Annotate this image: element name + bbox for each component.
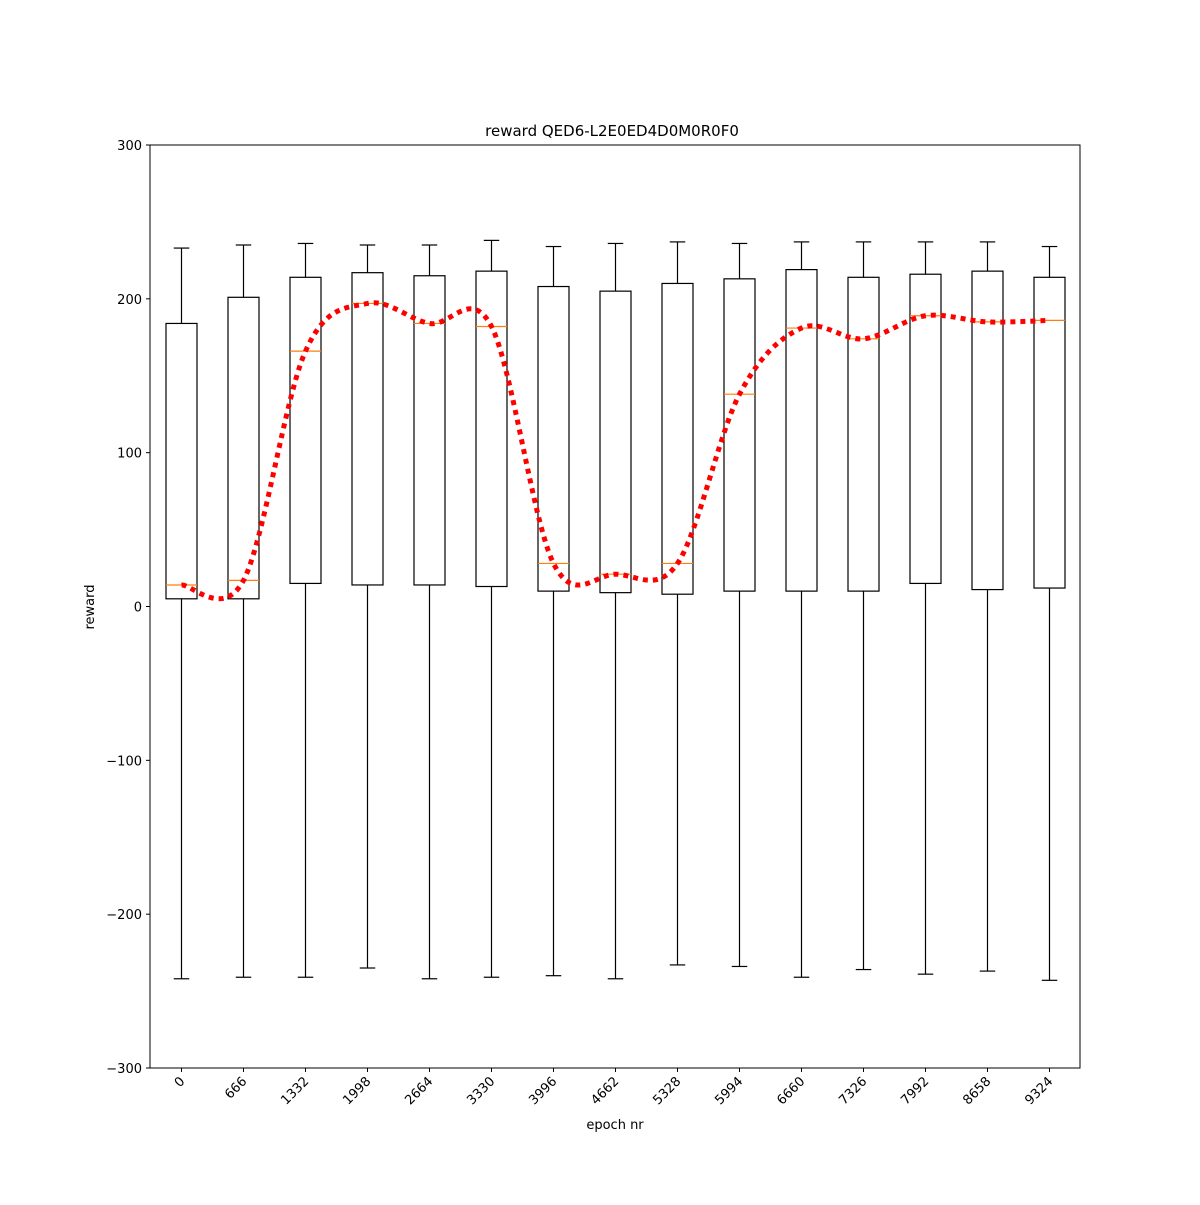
box-iqr — [227, 296, 260, 600]
x-tick-label: 7992 — [898, 1074, 932, 1108]
x-tick-label: 3330 — [464, 1074, 498, 1108]
x-tick-label: 4662 — [588, 1074, 622, 1108]
x-tick-label: 0 — [172, 1074, 188, 1090]
box-group — [1033, 245, 1066, 981]
box-iqr — [1033, 276, 1066, 589]
y-axis-label: reward — [83, 584, 98, 629]
box-group — [909, 241, 942, 975]
box-group — [971, 241, 1004, 972]
box-iqr — [661, 282, 694, 595]
y-tick-label: −200 — [106, 908, 142, 923]
box-group — [227, 244, 260, 978]
x-tick-label: 1998 — [340, 1074, 374, 1108]
box-iqr — [165, 322, 198, 600]
box-iqr — [599, 290, 632, 594]
box-group — [289, 242, 322, 978]
x-tick-label: 8658 — [960, 1074, 994, 1108]
y-tick-label: 0 — [134, 601, 142, 616]
x-tick-label: 5994 — [712, 1074, 746, 1108]
x-tick-label: 7326 — [836, 1074, 870, 1108]
box-iqr — [413, 275, 446, 586]
box-group — [723, 242, 756, 968]
box-iqr — [785, 269, 818, 592]
trend-line — [181, 300, 1050, 602]
y-tick-label: 300 — [117, 139, 142, 154]
box-iqr — [971, 270, 1004, 591]
boxes-layer — [165, 239, 1066, 981]
y-tick-label: −100 — [106, 754, 142, 769]
x-tick-label: 9324 — [1022, 1074, 1056, 1108]
y-axis: −300 −200 −100 0 100 200 300 — [106, 139, 150, 1077]
box-group — [413, 244, 446, 980]
x-tick-label: 5328 — [650, 1074, 684, 1108]
box-group — [599, 242, 632, 980]
x-axis-label: epoch nr — [586, 1118, 644, 1133]
box-group — [785, 241, 818, 978]
y-tick-label: −300 — [106, 1062, 142, 1077]
x-tick-label: 6660 — [774, 1074, 808, 1108]
box-iqr — [351, 272, 384, 586]
box-iqr — [723, 278, 756, 592]
x-tick-label: 2664 — [402, 1074, 436, 1108]
x-axis: 0 666 1332 1998 2664 3330 3996 4662 5328 5994 6660… — [172, 1068, 1056, 1108]
box-iqr — [289, 276, 322, 585]
box-group — [351, 244, 384, 969]
x-tick-label: 1332 — [278, 1074, 312, 1108]
x-tick-label: 3996 — [526, 1074, 560, 1108]
box-group — [847, 241, 880, 971]
box-group — [475, 239, 508, 978]
box-group — [661, 241, 694, 966]
y-tick-label: 100 — [117, 447, 142, 462]
y-tick-label: 200 — [117, 293, 142, 308]
box-group — [537, 245, 570, 977]
x-tick-label: 666 — [222, 1074, 250, 1102]
box-iqr — [475, 270, 508, 588]
box-iqr — [847, 276, 880, 592]
box-iqr — [537, 285, 570, 592]
box-iqr — [909, 273, 942, 585]
trend-layer — [181, 300, 1050, 602]
chart-title: reward QED6-L2E0ED4D0M0R0F0 — [485, 122, 739, 140]
box-group — [165, 247, 198, 980]
